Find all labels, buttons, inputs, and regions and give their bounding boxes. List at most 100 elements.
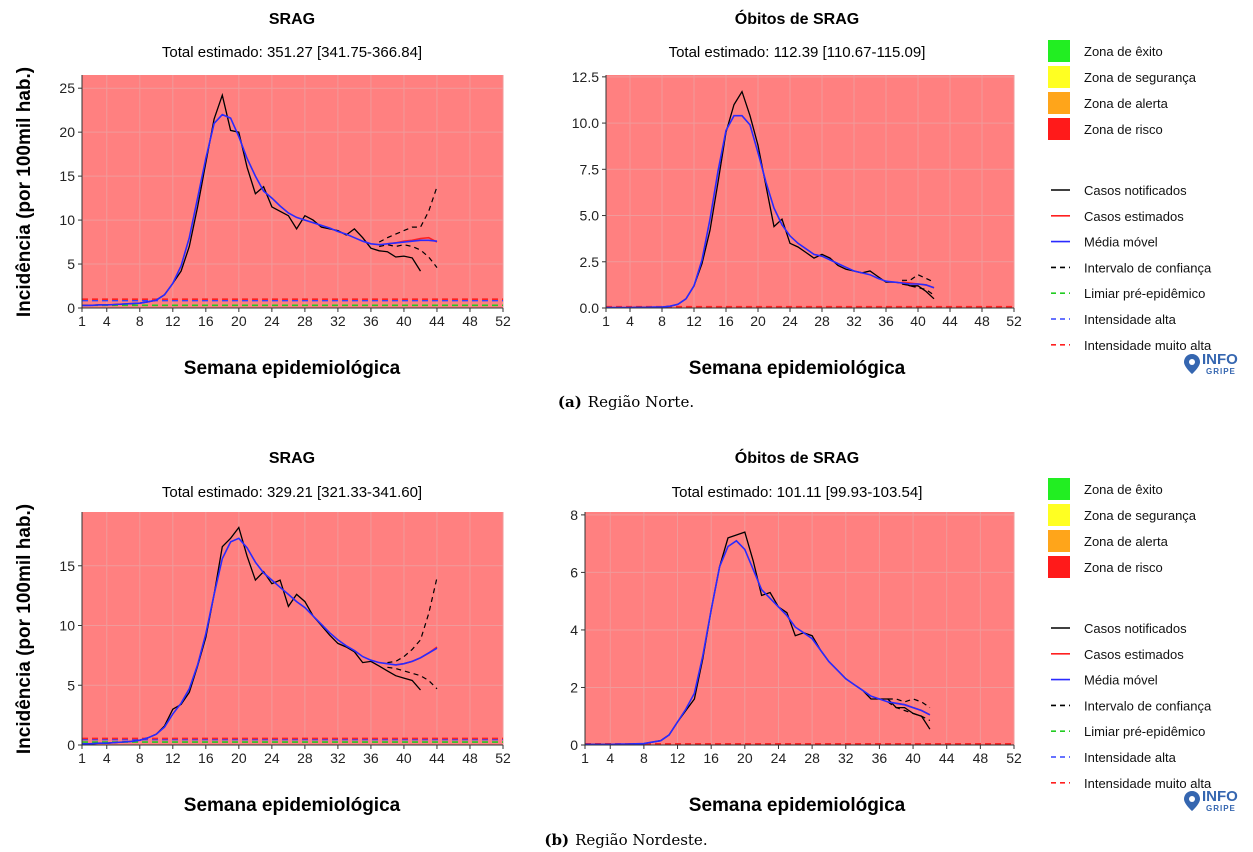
series-moving-average: [82, 113, 438, 307]
legend-label: Intensidade alta: [1084, 750, 1177, 765]
y-tick-label: 7.5: [580, 161, 600, 177]
legend-bottom: Zona de êxito Zona de segurança Zona de al…: [1048, 478, 1212, 791]
x-tick-label: 36: [363, 313, 379, 329]
x-tick-label: 12: [165, 750, 181, 766]
axis-titles: Semana epidemiológica Semana epidemiológ…: [14, 67, 906, 816]
x-tick-label: 4: [103, 313, 111, 329]
gridlines: [584, 512, 1015, 746]
legend-label: Casos estimados: [1084, 647, 1184, 662]
y-tick-label: 2.5: [580, 254, 600, 270]
legend-label: Casos notificados: [1084, 621, 1187, 636]
x-tick-label: 8: [136, 750, 144, 766]
legend-label: Zona de risco: [1084, 560, 1163, 575]
y-tick-label: 5.0: [580, 208, 600, 224]
legend-label: Intervalo de confiança: [1084, 260, 1212, 275]
y-tick-label: 8: [570, 507, 578, 523]
svg-text:(b)Região Nordeste.: (b) Região Nordeste.: [544, 831, 707, 849]
y-tick-label: 15: [59, 168, 75, 184]
x-tick-label: 16: [718, 313, 734, 329]
caption-label: (a): [558, 393, 582, 411]
x-tick-label: 1: [581, 750, 589, 766]
x-tick-label: 24: [264, 313, 280, 329]
chart-1-title: SRAG: [269, 11, 315, 28]
infogripe-logo: INFO GRIPE: [1184, 788, 1238, 813]
legend-label: Zona de segurança: [1084, 508, 1197, 523]
y-tick-label: 2: [570, 679, 578, 695]
x-tick-label: 20: [231, 313, 247, 329]
chart-2-title: Óbitos de SRAG: [735, 9, 859, 28]
legend-label: Intensidade alta: [1084, 312, 1177, 327]
x-tick-label: 1: [602, 313, 610, 329]
legend-label: Zona de risco: [1084, 122, 1163, 137]
series-ci-lower: [887, 701, 931, 722]
logo-subtext: GRIPE: [1206, 804, 1236, 813]
chart-3-ylabel: Incidência (por 100mil hab.): [14, 504, 35, 754]
x-tick-label: 36: [878, 313, 894, 329]
y-tick-label: 25: [59, 80, 75, 96]
x-tick-label: 40: [396, 313, 412, 329]
legend-label: Limiar pré-epidêmico: [1084, 286, 1205, 301]
x-tick-label: 12: [670, 750, 686, 766]
y-tick-label: 10: [59, 618, 75, 634]
plot-background: [82, 512, 503, 745]
x-tick-label: 52: [1006, 313, 1022, 329]
legend-label: Casos estimados: [1084, 209, 1184, 224]
legend-label: Intensidade muito alta: [1084, 776, 1212, 791]
legend-label: Zona de êxito: [1084, 482, 1163, 497]
legend-label: Intensidade muito alta: [1084, 338, 1212, 353]
x-tick-label: 40: [905, 750, 921, 766]
x-tick-label: 36: [872, 750, 888, 766]
svg-text:(a)Região Norte.: (a) Região Norte.: [558, 393, 694, 411]
y-tick-label: 0: [67, 300, 75, 316]
legend-label: Média móvel: [1084, 673, 1158, 688]
chart-3-xlabel: Semana epidemiológica: [184, 795, 401, 816]
caption-text: Região Nordeste.: [575, 831, 708, 849]
caption-a: (a) Região Norte.: [558, 393, 694, 411]
logo-text: INFO: [1202, 788, 1238, 805]
x-tick-label: 32: [330, 313, 346, 329]
caption-label: (b): [544, 831, 569, 849]
series-moving-average: [585, 539, 931, 746]
x-tick-label: 48: [974, 313, 990, 329]
x-tick-label: 4: [103, 750, 111, 766]
x-tick-label: 12: [686, 313, 702, 329]
x-tick-label: 52: [1006, 750, 1022, 766]
y-tick-label: 5: [67, 677, 75, 693]
chart-2-xlabel: Semana epidemiológica: [689, 358, 906, 379]
chart-2-subtitle: Total estimado: 112.39 [110.67-115.09]: [669, 44, 926, 61]
chart-1-xlabel: Semana epidemiológica: [184, 358, 401, 379]
legend-swatch: [1048, 92, 1070, 114]
x-tick-label: 44: [939, 750, 955, 766]
legend-label: Zona de êxito: [1084, 44, 1163, 59]
chart-2-plot: 1 4 8 12 16 20 24 28 32 36 40 44 48 520.02.55.07.510.…: [572, 69, 1022, 329]
x-tick-label: 24: [782, 313, 798, 329]
y-tick-label: 0: [570, 737, 578, 753]
legend-swatch: [1048, 118, 1070, 140]
x-tick-label: 36: [363, 750, 379, 766]
series-ci-upper: [887, 698, 931, 709]
x-tick-label: 28: [804, 750, 820, 766]
chart-4-title: Óbitos de SRAG: [735, 448, 859, 467]
x-tick-label: 32: [846, 313, 862, 329]
legend-label: Intervalo de confiança: [1084, 698, 1212, 713]
y-tick-label: 0.0: [580, 300, 600, 316]
x-tick-label: 20: [231, 750, 247, 766]
x-tick-label: 12: [165, 313, 181, 329]
legend-swatch: [1048, 66, 1070, 88]
panel-titles: SRAG Total estimado: 351.27 [341.75-366.…: [162, 9, 926, 501]
x-tick-label: 8: [136, 313, 144, 329]
x-tick-label: 24: [264, 750, 280, 766]
series-ci-lower: [901, 283, 935, 296]
y-tick-label: 12.5: [572, 69, 599, 85]
plot-background: [606, 75, 1014, 308]
y-tick-label: 5: [67, 256, 75, 272]
x-tick-label: 16: [703, 750, 719, 766]
x-tick-label: 24: [771, 750, 787, 766]
x-tick-label: 44: [429, 313, 445, 329]
legend-label: Zona de alerta: [1084, 96, 1169, 111]
legend-label: Casos notificados: [1084, 183, 1187, 198]
caption-text: Região Norte.: [588, 393, 694, 411]
x-tick-label: 40: [910, 313, 926, 329]
